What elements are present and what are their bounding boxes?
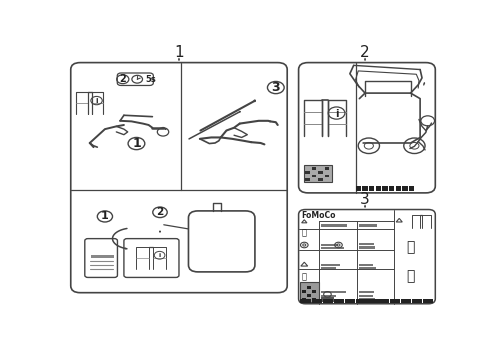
Bar xyxy=(321,297,334,302)
Bar xyxy=(321,267,336,269)
FancyBboxPatch shape xyxy=(298,63,435,193)
Bar xyxy=(312,298,316,301)
Text: ⛓: ⛓ xyxy=(302,229,307,238)
FancyBboxPatch shape xyxy=(71,63,287,293)
Bar xyxy=(359,298,375,300)
Bar xyxy=(303,165,332,183)
Bar xyxy=(321,264,340,266)
Bar xyxy=(389,186,394,191)
Text: i: i xyxy=(96,98,98,104)
Bar xyxy=(412,299,422,303)
Bar xyxy=(321,291,345,293)
Bar xyxy=(91,255,114,258)
Bar xyxy=(369,186,374,191)
Bar xyxy=(359,243,374,245)
FancyBboxPatch shape xyxy=(189,211,255,272)
Bar xyxy=(359,267,376,269)
Bar xyxy=(409,186,415,191)
Bar xyxy=(356,299,367,303)
Bar xyxy=(312,167,317,170)
Bar xyxy=(359,246,375,249)
FancyBboxPatch shape xyxy=(124,239,179,278)
Text: FoMoCo: FoMoCo xyxy=(302,211,336,220)
Text: 2: 2 xyxy=(360,45,370,60)
Bar xyxy=(359,291,374,293)
Bar xyxy=(402,186,408,191)
Bar xyxy=(302,290,306,293)
Text: 5s: 5s xyxy=(145,75,156,84)
FancyBboxPatch shape xyxy=(85,239,118,278)
Bar xyxy=(345,299,355,303)
Bar xyxy=(321,244,338,246)
Bar xyxy=(362,186,368,191)
Bar xyxy=(305,178,310,181)
Bar xyxy=(307,294,311,297)
Bar xyxy=(300,282,318,302)
Bar xyxy=(321,224,347,227)
Bar xyxy=(375,186,381,191)
Text: 3: 3 xyxy=(360,192,370,207)
FancyBboxPatch shape xyxy=(298,210,435,304)
Text: 1: 1 xyxy=(132,137,141,150)
Text: 2: 2 xyxy=(156,207,164,217)
Bar xyxy=(321,294,336,297)
Bar xyxy=(318,171,323,174)
Bar xyxy=(318,178,323,181)
Bar xyxy=(312,175,317,177)
Bar xyxy=(312,299,322,303)
Bar xyxy=(401,299,411,303)
Bar xyxy=(368,299,378,303)
Bar xyxy=(300,299,311,303)
Text: 3: 3 xyxy=(271,81,280,94)
Text: 2: 2 xyxy=(120,74,126,84)
Bar xyxy=(312,290,316,293)
Bar xyxy=(307,286,311,289)
Text: 1: 1 xyxy=(101,211,109,221)
Bar xyxy=(359,294,372,297)
Bar xyxy=(302,298,306,301)
Text: 🧴: 🧴 xyxy=(302,273,307,282)
Text: 1: 1 xyxy=(174,45,184,60)
Text: 🌿: 🌿 xyxy=(406,240,415,254)
Bar xyxy=(382,186,388,191)
Text: i: i xyxy=(159,253,161,258)
FancyBboxPatch shape xyxy=(117,73,153,85)
Bar xyxy=(323,299,333,303)
Bar xyxy=(395,186,401,191)
Bar xyxy=(390,299,400,303)
Bar xyxy=(305,171,310,174)
Bar xyxy=(325,167,329,170)
Bar xyxy=(356,186,361,191)
Bar xyxy=(334,299,344,303)
Bar xyxy=(359,224,377,227)
Text: 🌸: 🌸 xyxy=(406,269,415,283)
Bar xyxy=(359,264,373,266)
Bar xyxy=(325,175,329,177)
Bar xyxy=(321,247,344,249)
Text: i: i xyxy=(335,109,338,119)
Bar xyxy=(423,299,433,303)
Bar xyxy=(378,299,389,303)
